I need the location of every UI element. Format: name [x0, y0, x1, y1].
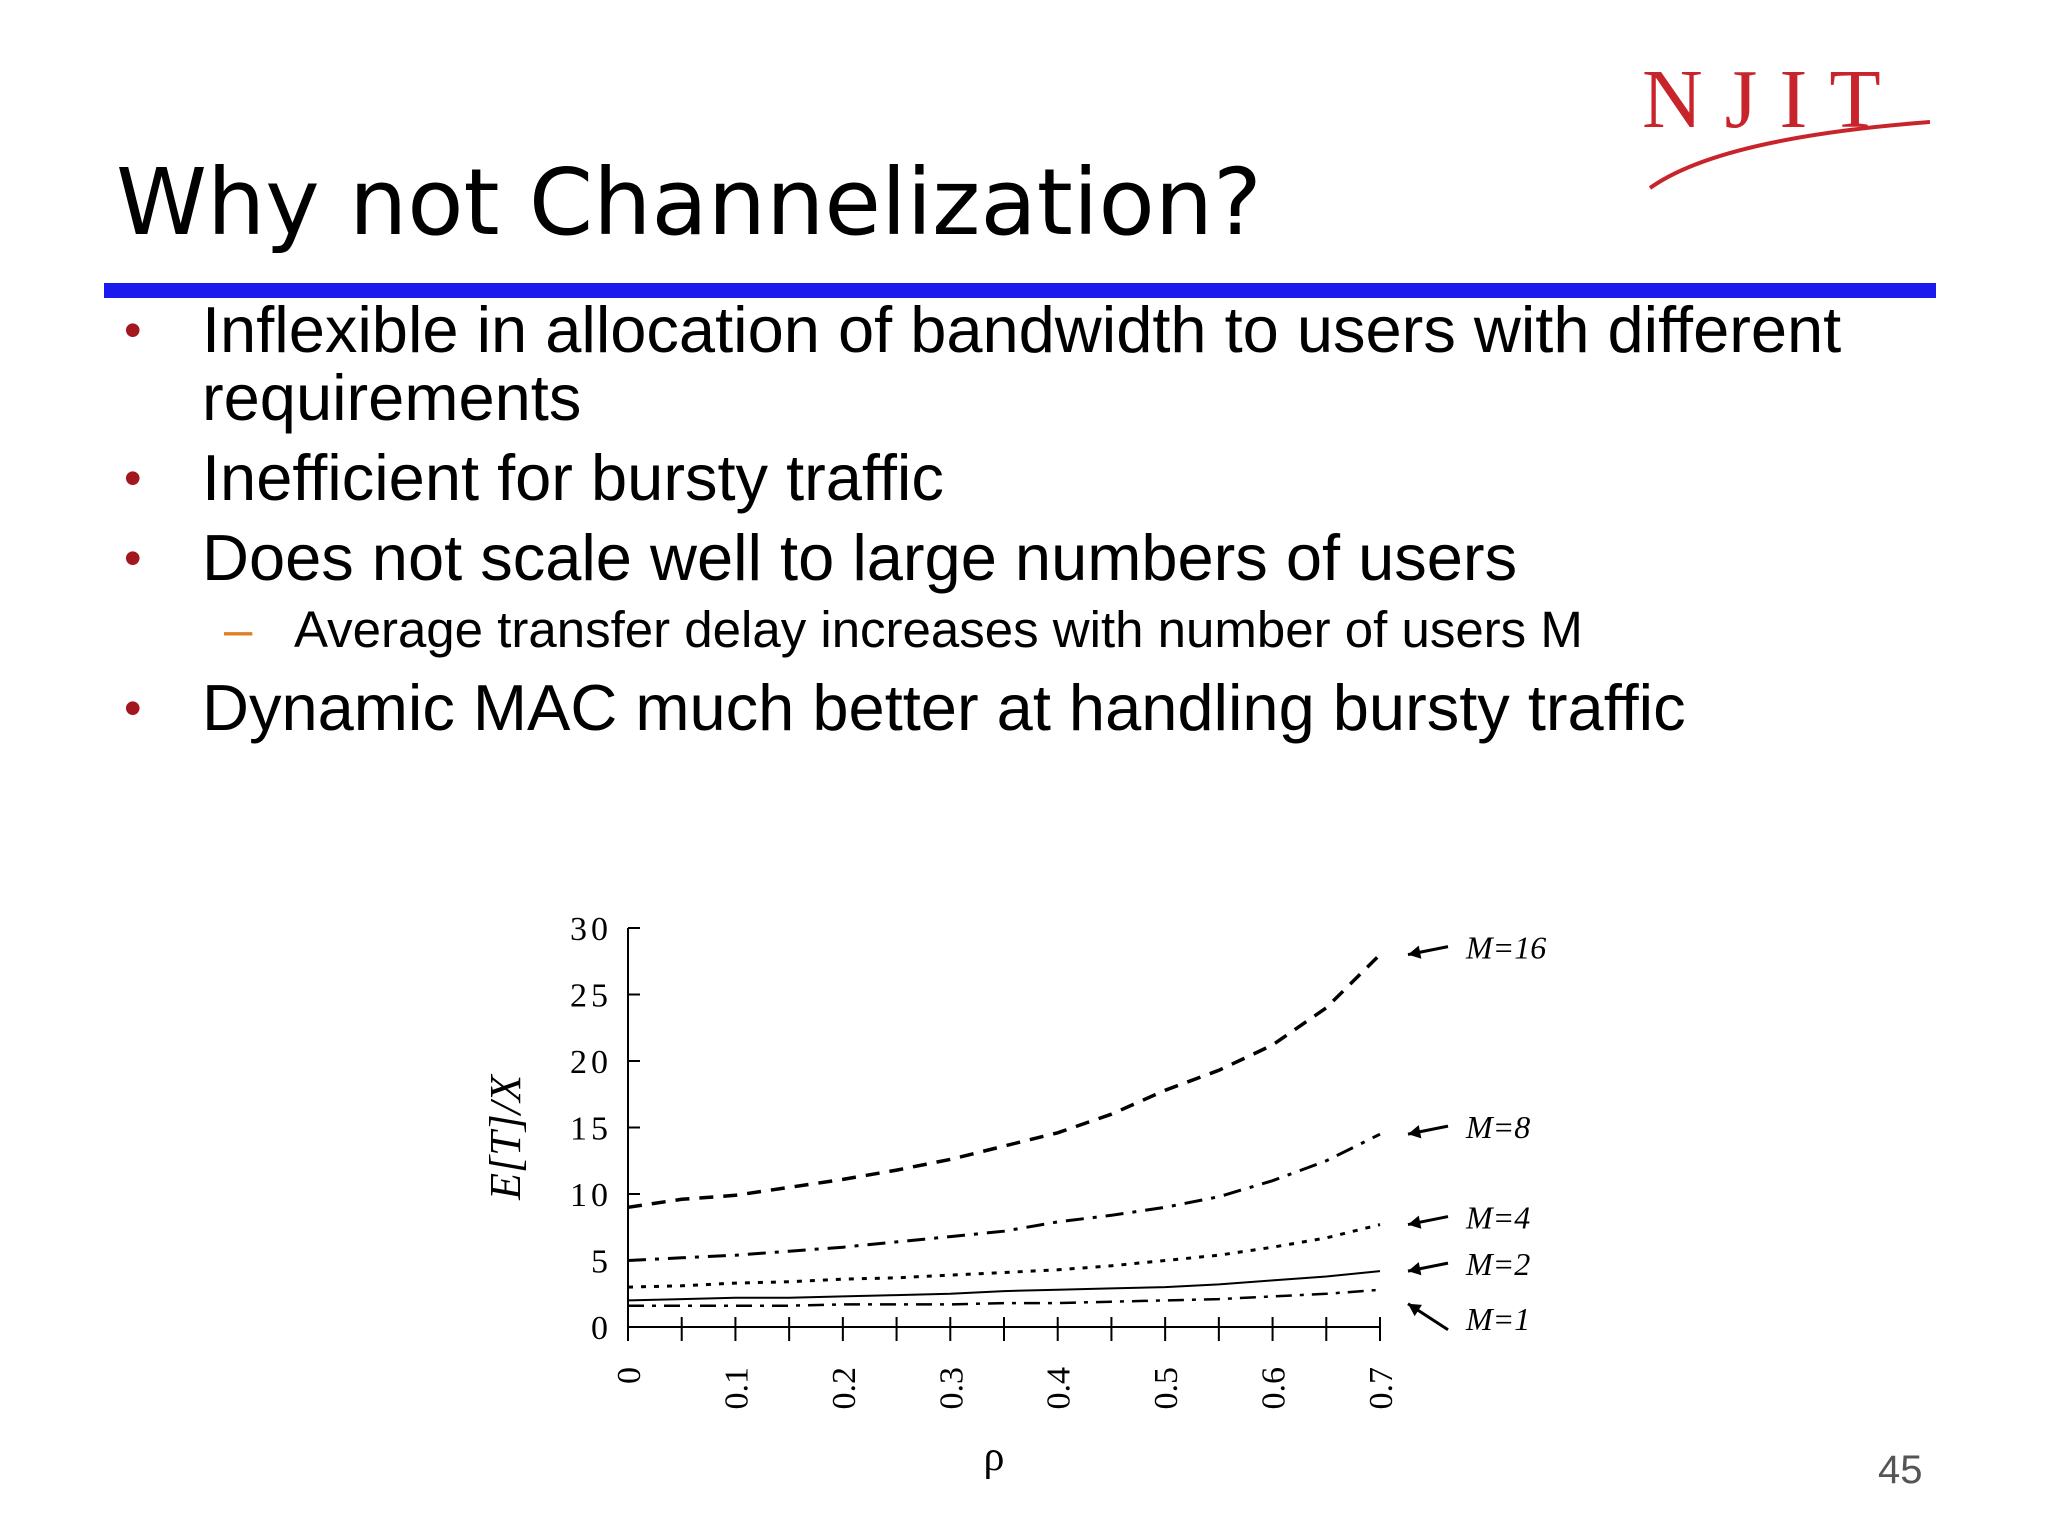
x-tick-label: 0.2 — [826, 1367, 863, 1410]
bullet-item: • Does not scale well to large numbers o… — [120, 524, 1960, 592]
x-tick-label: 0.4 — [1041, 1367, 1078, 1410]
arrowhead-icon — [1408, 1125, 1422, 1139]
bullet-text: Inefficient for bursty traffic — [202, 441, 944, 514]
dash-icon: – — [224, 601, 253, 658]
logo-text: NJIT — [1642, 53, 1903, 146]
bullet-dot-icon: • — [124, 680, 142, 736]
series-line-m-16 — [627, 953, 1382, 1210]
series-line-m-2 — [627, 1270, 1381, 1302]
series-line-m-1 — [628, 1288, 1381, 1307]
y-tick-label: 15 — [570, 1111, 612, 1148]
series-label: M=2 — [1465, 1246, 1530, 1282]
bullet-dot-icon: • — [124, 302, 142, 358]
sub-bullet-text: Average transfer delay increases with nu… — [294, 601, 1583, 658]
arrowhead-icon — [1408, 945, 1422, 959]
arrowhead-icon — [1408, 1303, 1422, 1317]
series-line-m-8 — [627, 1132, 1381, 1262]
bullet-dot-icon: • — [124, 450, 142, 506]
y-tick-label: 20 — [570, 1044, 612, 1081]
y-tick-label: 0 — [591, 1310, 612, 1347]
y-axis-title: E[T]/X — [481, 1073, 530, 1201]
series-line-m-4 — [627, 1223, 1381, 1289]
page-number: 45 — [1878, 1448, 1923, 1492]
bullet-item: • Inefficient for bursty traffic — [120, 444, 1960, 512]
bullet-item: • Inflexible in allocation of bandwidth … — [120, 296, 1960, 432]
x-tick-label: 0.5 — [1148, 1367, 1185, 1410]
series-label: M=1 — [1465, 1301, 1530, 1337]
logo-swoosh — [1648, 120, 1930, 190]
sub-bullet-item: – Average transfer delay increases with … — [120, 600, 1960, 660]
bullet-list: • Inflexible in allocation of bandwidth … — [120, 296, 1960, 754]
y-tick-label: 10 — [570, 1177, 612, 1214]
series-label: M=8 — [1465, 1109, 1530, 1145]
bullet-item: • Dynamic MAC much better at handling bu… — [120, 674, 1960, 742]
series-label: M=4 — [1465, 1200, 1530, 1236]
x-tick-label: 0.3 — [933, 1367, 970, 1410]
bullet-text: Inflexible in allocation of bandwidth to… — [202, 293, 1842, 434]
x-tick-label: 0.7 — [1363, 1367, 1400, 1410]
bullet-text: Does not scale well to large numbers of … — [202, 521, 1518, 594]
series-label: M=16 — [1465, 930, 1546, 966]
x-tick-label: 0.6 — [1256, 1367, 1293, 1410]
delay-chart-svg: 0 5 10 15 20 25 30 0 0.1 0.2 0.3 0.4 0.5 0.6 0.7 ρ E[T]/… — [481, 911, 1546, 1480]
y-tick-label: 5 — [591, 1244, 612, 1281]
y-tick-label: 30 — [570, 911, 612, 948]
bullet-dot-icon: • — [124, 530, 142, 586]
njit-logo: NJIT — [1630, 58, 1930, 198]
bullet-text: Dynamic MAC much better at handling burs… — [202, 671, 1686, 744]
arrowhead-icon — [1408, 1215, 1422, 1229]
x-axis-title: ρ — [984, 1434, 1005, 1480]
arrowhead-icon — [1408, 1262, 1422, 1276]
x-tick-label: 0.1 — [718, 1367, 755, 1410]
x-tick-label: 0 — [611, 1367, 648, 1384]
y-tick-label: 25 — [570, 978, 612, 1015]
title-underline — [104, 283, 1936, 298]
slide-title: Why not Channelization? — [116, 149, 1262, 256]
delay-chart: 0 5 10 15 20 25 30 0 0.1 0.2 0.3 0.4 0.5 0.6 0.7 ρ E[T]/… — [470, 880, 1570, 1500]
